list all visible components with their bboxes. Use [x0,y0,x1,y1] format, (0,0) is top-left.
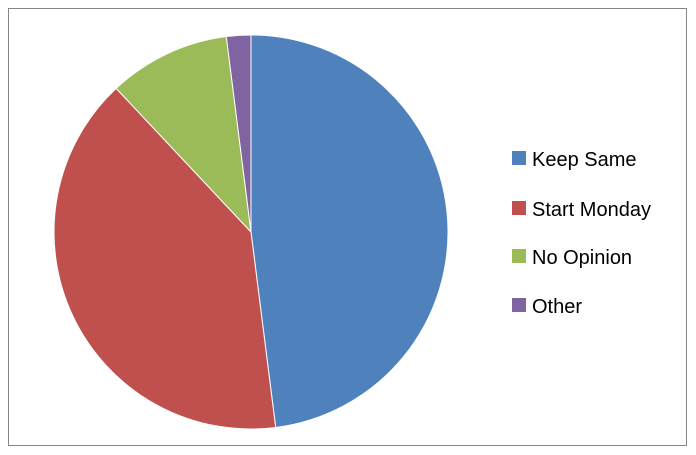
legend-swatch-keep-same [512,151,526,165]
pie-slice-start-monday [53,87,277,430]
pie-slice-other [225,34,252,233]
legend-swatch-other [512,298,526,312]
legend-label-keep-same: Keep Same [532,149,637,171]
pie-slice-keep-same [250,34,449,429]
legend-swatch-no-opinion [512,249,526,263]
pie-slice-no-opinion [115,35,252,234]
legend-label-start-monday: Start Monday [532,199,651,221]
pie-slices [53,34,449,430]
legend: Keep Same Start Monday No Opinion Other [512,149,651,318]
legend-swatch-start-monday [512,201,526,215]
legend-label-other: Other [532,296,582,318]
legend-label-no-opinion: No Opinion [532,247,632,269]
